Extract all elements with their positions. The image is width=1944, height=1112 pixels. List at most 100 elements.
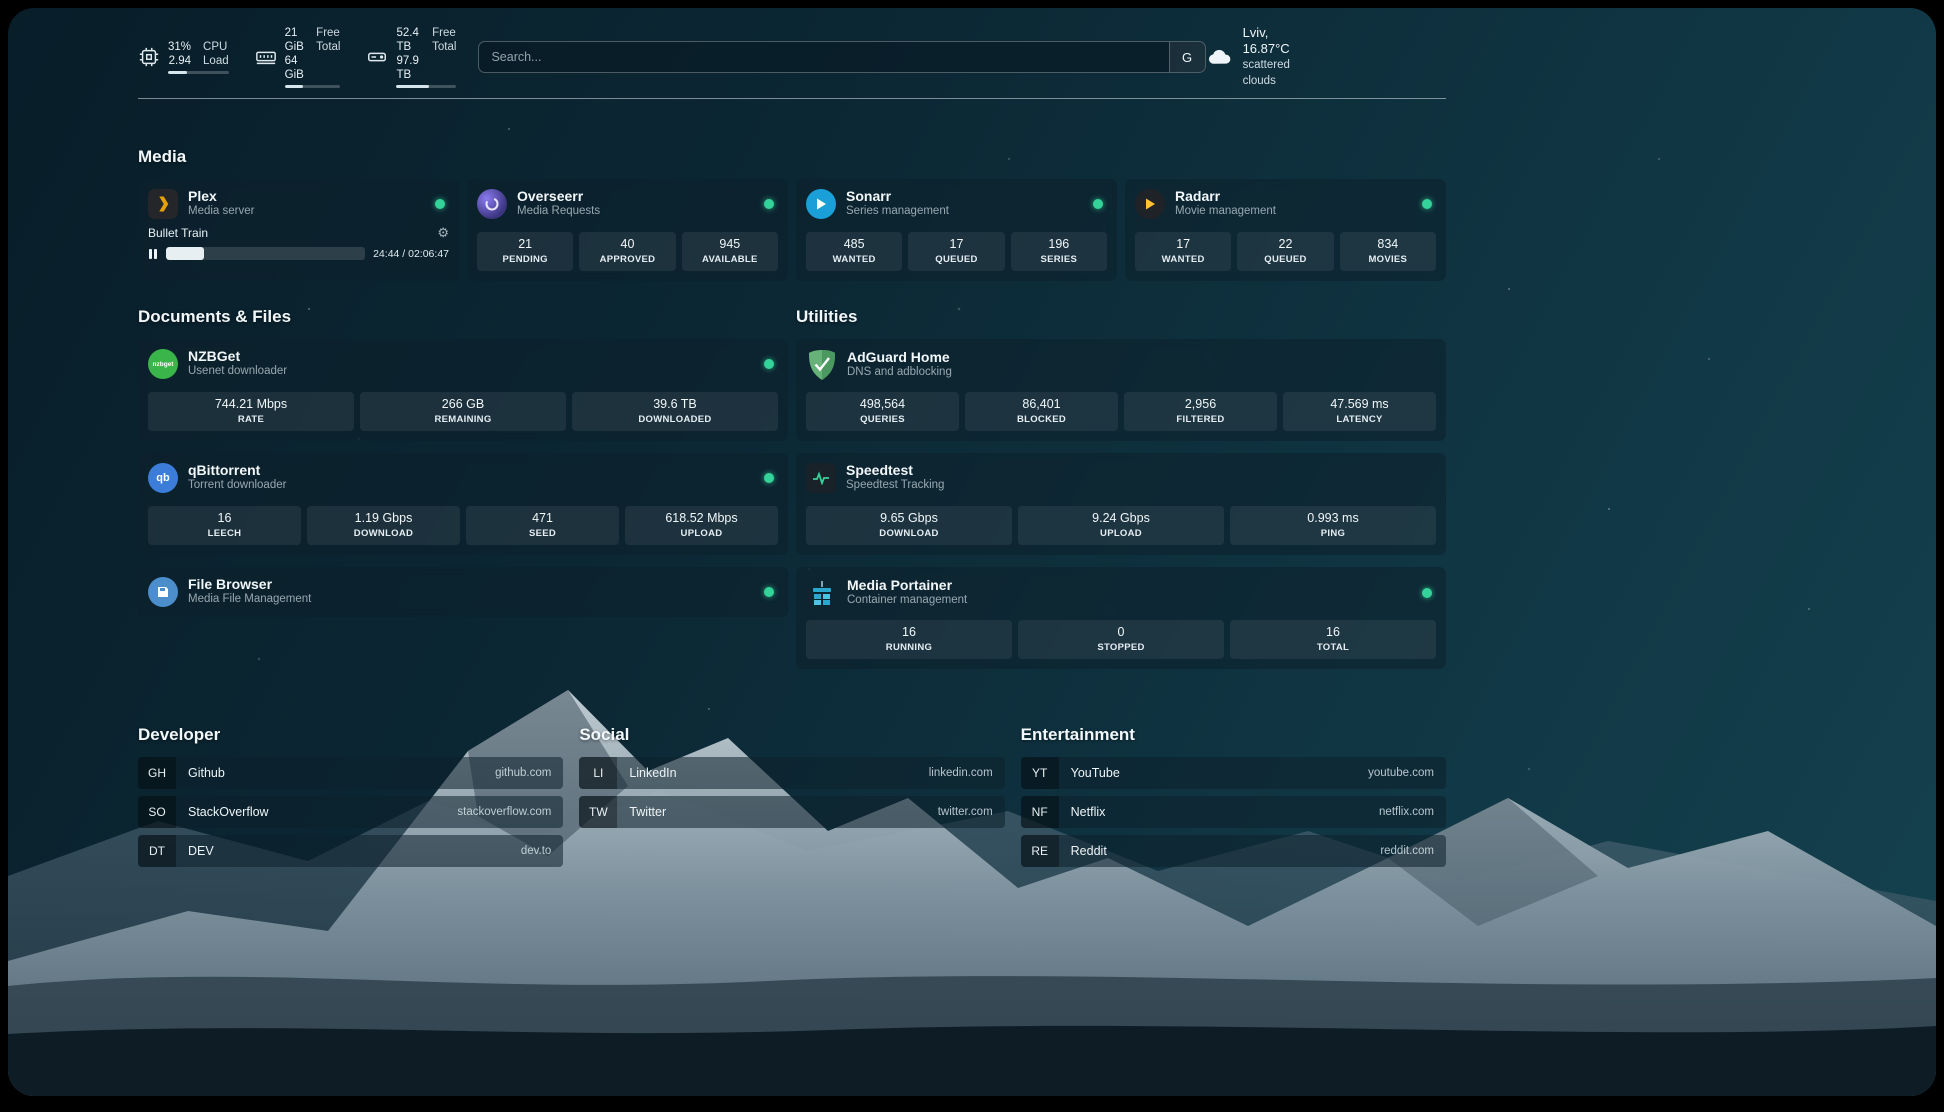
- playback-progress-bar[interactable]: [166, 247, 366, 260]
- now-playing-title: Bullet Train: [148, 226, 209, 240]
- pause-button[interactable]: [148, 248, 158, 260]
- search-input[interactable]: [479, 42, 1169, 72]
- adguard-icon: [806, 349, 837, 380]
- service-name: AdGuard Home: [847, 348, 950, 365]
- service-description: Media Requests: [517, 205, 601, 217]
- cpu-values: 31% 2.94: [168, 40, 191, 68]
- stat-box: 266 GB REMAINING: [360, 392, 566, 431]
- memory-icon: [255, 51, 276, 65]
- card-adguard[interactable]: AdGuard Home DNS and adblocking 498,564 Q…: [796, 339, 1446, 441]
- mountain-background: [8, 690, 1936, 1096]
- memory-total: 64 GiB: [284, 55, 304, 81]
- search-bar: G: [478, 41, 1206, 73]
- cpu-widget: 31% 2.94 CPU Load: [138, 40, 229, 74]
- bookmark-url: netflix.com: [1379, 806, 1434, 818]
- header-divider: [138, 98, 1446, 99]
- card-sonarr[interactable]: Sonarr Series management 485 WANTED 17 QUE…: [796, 179, 1117, 281]
- search-provider-button[interactable]: G: [1168, 42, 1205, 72]
- card-filebrowser[interactable]: File Browser Media File Management: [138, 567, 788, 617]
- top-bar: 31% 2.94 CPU Load: [138, 25, 1448, 88]
- section-title-documents: Documents & Files: [138, 307, 292, 326]
- middle-columns: Documents & Files nzbget NZBGet Usenet d…: [138, 307, 1446, 669]
- service-description: Usenet downloader: [188, 365, 288, 377]
- gear-icon[interactable]: ⚙: [437, 225, 449, 240]
- status-dot: [764, 473, 774, 483]
- card-nzbget[interactable]: nzbget NZBGet Usenet downloader 744.21 M…: [138, 339, 788, 441]
- card-radarr[interactable]: Radarr Movie management 17 WANTED 22 QUEUE…: [1125, 179, 1446, 281]
- status-dot: [764, 359, 774, 369]
- cloud-icon: [1208, 49, 1230, 64]
- bookmark-twitter[interactable]: TW Twitter twitter.com: [579, 796, 1005, 828]
- section-documents: Documents & Files nzbget NZBGet Usenet d…: [138, 307, 788, 669]
- stat-box: 485 WANTED: [806, 232, 903, 271]
- service-description: DNS and adblocking: [847, 365, 952, 378]
- section-title-media: Media: [138, 147, 187, 166]
- stat-box: 618.52 Mbps UPLOAD: [625, 506, 778, 545]
- section-title-developer: Developer: [138, 725, 221, 744]
- service-name: Sonarr: [846, 188, 892, 204]
- bookmark-github[interactable]: GH Github github.com: [138, 757, 564, 789]
- disk-total: 97.9 TB: [396, 55, 419, 81]
- service-name: Radarr: [1175, 188, 1221, 204]
- bookmark-name: StackOverflow: [188, 805, 269, 819]
- resource-widgets: 31% 2.94 CPU Load: [138, 26, 457, 88]
- stat-box: 498,564 QUERIES: [806, 392, 959, 431]
- bookmark-group-social: Social LI LinkedIn linkedin.com TW Twitt…: [579, 725, 1005, 867]
- bookmark-reddit[interactable]: RE Reddit reddit.com: [1020, 835, 1446, 867]
- media-grid: Plex Media server Bullet Train ⚙: [138, 179, 1446, 281]
- card-qbittorrent[interactable]: qb qBittorrent Torrent downloader 16 LEEC…: [138, 453, 788, 555]
- plex-icon: [148, 189, 178, 219]
- cpu-usage: 31%: [168, 41, 192, 53]
- bookmark-name: Netflix: [1070, 805, 1106, 819]
- memory-widget: 21 GiB 64 GiB Free Total: [255, 26, 341, 88]
- card-portainer[interactable]: Media Portainer Container management 16 R…: [796, 567, 1446, 669]
- dashboard-screen: 31% 2.94 CPU Load: [8, 8, 1936, 1096]
- disk-progress-bar: [396, 85, 457, 88]
- card-overseerr[interactable]: Overseerr Media Requests 21 PENDING 40 APP…: [467, 179, 788, 281]
- nzbget-icon: nzbget: [148, 349, 178, 379]
- memory-label-bottom: Total: [316, 41, 341, 53]
- section-title-entertainment: Entertainment: [1020, 725, 1135, 744]
- service-name: File Browser: [188, 576, 273, 592]
- stat-box: 0 STOPPED: [1018, 620, 1224, 659]
- stat-box: 9.24 Gbps UPLOAD: [1018, 506, 1224, 545]
- card-plex[interactable]: Plex Media server Bullet Train ⚙: [138, 179, 459, 281]
- service-name: Speedtest: [846, 462, 913, 478]
- bookmark-url: github.com: [495, 767, 552, 779]
- bookmark-name: LinkedIn: [629, 766, 677, 780]
- bookmark-abbr: SO: [138, 796, 176, 828]
- sonarr-icon: [806, 189, 836, 219]
- bookmark-name: YouTube: [1070, 766, 1120, 780]
- service-name: Overseerr: [517, 188, 584, 204]
- stat-box: 945 AVAILABLE: [681, 232, 778, 271]
- memory-values: 21 GiB 64 GiB: [285, 26, 305, 82]
- bookmark-youtube[interactable]: YT YouTube youtube.com: [1020, 757, 1446, 789]
- stat-box: 1.19 Gbps DOWNLOAD: [307, 506, 460, 545]
- disk-label-bottom: Total: [432, 41, 457, 53]
- stat-box: 0.993 ms PING: [1230, 506, 1436, 545]
- service-description: Torrent downloader: [188, 479, 287, 491]
- stat-box: 471 SEED: [466, 506, 619, 545]
- bookmark-linkedin[interactable]: LI LinkedIn linkedin.com: [579, 757, 1005, 789]
- service-name: qBittorrent: [188, 462, 261, 478]
- playback-time: 24:44 / 02:06:47: [373, 247, 449, 260]
- status-dot: [764, 587, 774, 597]
- bookmark-abbr: LI: [579, 757, 618, 789]
- disk-label-top: Free: [432, 27, 456, 39]
- cpu-load: 2.94: [168, 55, 192, 67]
- stat-box: 834 MOVIES: [1339, 232, 1436, 271]
- bookmark-stackoverflow[interactable]: SO StackOverflow stackoverflow.com: [138, 796, 564, 828]
- service-description: Media server: [188, 205, 255, 217]
- disk-icon: [368, 52, 387, 62]
- card-speedtest[interactable]: Speedtest Speedtest Tracking 9.65 Gbps DO…: [796, 453, 1446, 555]
- stat-box: 744.21 Mbps RATE: [148, 392, 354, 431]
- stat-box: 9.65 Gbps DOWNLOAD: [806, 506, 1012, 545]
- service-name: NZBGet: [188, 348, 241, 364]
- stat-box: 17 QUEUED: [908, 232, 1005, 271]
- bookmark-netflix[interactable]: NF Netflix netflix.com: [1020, 796, 1446, 828]
- bookmark-abbr: YT: [1020, 757, 1059, 789]
- bookmark-dev[interactable]: DT DEV dev.to: [138, 835, 564, 867]
- dashboard-content: 31% 2.94 CPU Load: [8, 8, 1448, 867]
- service-description: Series management: [846, 205, 949, 217]
- cpu-labels: CPU Load: [203, 40, 229, 68]
